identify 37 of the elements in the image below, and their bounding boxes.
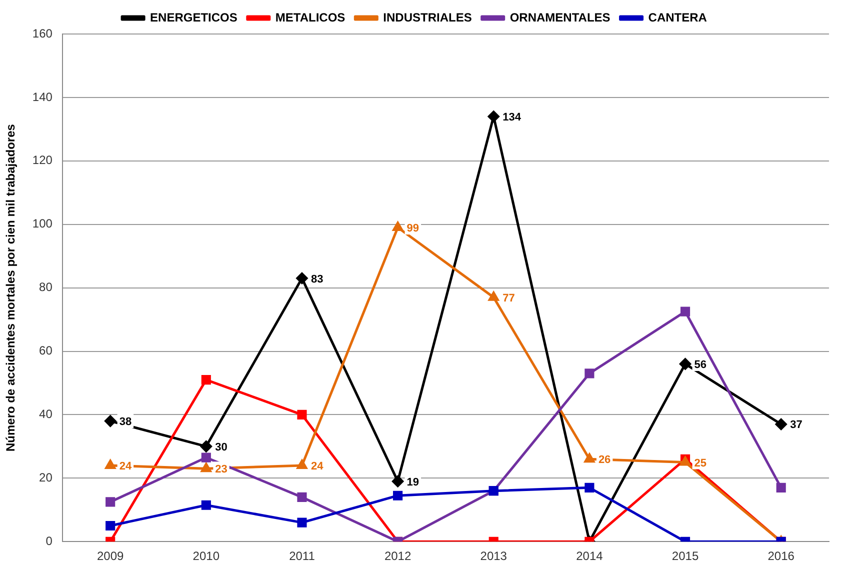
- x-tick-label: 2012: [384, 549, 412, 564]
- data-label: 134: [502, 112, 522, 124]
- x-tick-label: 2013: [480, 549, 508, 564]
- data-label: 25: [694, 457, 707, 470]
- data-label: 77: [502, 292, 515, 304]
- data-label: 99: [406, 222, 420, 235]
- legend-label: CANTERA: [648, 10, 708, 24]
- data-label: 24: [119, 460, 132, 472]
- x-tick-label: 2009: [96, 549, 124, 564]
- x-tick-label: 2016: [768, 549, 795, 564]
- data-label: 83: [310, 273, 324, 286]
- y-tick-label: 100: [32, 216, 53, 231]
- legend-label: ORNAMENTALES: [510, 10, 610, 24]
- x-tick-label: 2010: [192, 549, 220, 564]
- data-label: 37: [790, 419, 802, 432]
- y-tick-label: 160: [32, 26, 53, 40]
- y-tick-label: 40: [39, 407, 53, 422]
- y-tick-label: 120: [32, 153, 53, 168]
- legend-label: ENERGETICOS: [150, 10, 238, 24]
- y-tick-label: 20: [39, 470, 53, 484]
- y-tick-label: 0: [46, 534, 53, 548]
- data-label: 23: [215, 464, 228, 476]
- legend-label: METALICOS: [275, 10, 346, 24]
- y-axis-title: Número de accidentes mortales por cien mil trabajadores: [4, 124, 18, 452]
- x-tick-label: 2015: [672, 549, 699, 564]
- data-label: 38: [119, 416, 132, 428]
- data-label: 19: [406, 476, 420, 488]
- y-tick-label: 80: [39, 280, 53, 294]
- data-label: 26: [598, 454, 611, 466]
- x-tick-label: 2014: [576, 549, 604, 564]
- legend-label: INDUSTRIALES: [383, 10, 472, 24]
- x-tick-label: 2011: [289, 549, 316, 564]
- data-label: 30: [215, 441, 228, 454]
- data-label: 56: [694, 358, 707, 371]
- y-tick-label: 140: [32, 90, 53, 104]
- data-label: 24: [310, 460, 324, 472]
- y-tick-label: 60: [39, 344, 53, 358]
